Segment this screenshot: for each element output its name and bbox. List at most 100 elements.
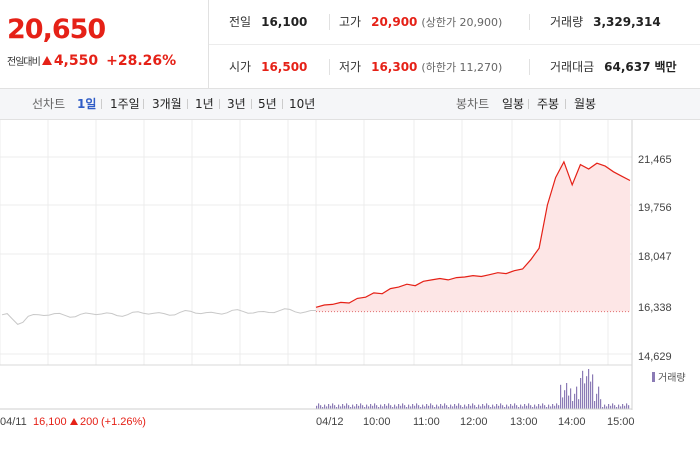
volume-bar [460, 405, 462, 409]
volume-bar [414, 405, 416, 409]
volume-bar [580, 378, 582, 409]
volume-bar [426, 404, 428, 409]
volume-bar [336, 407, 338, 409]
volume-bar [602, 407, 604, 409]
tab-divider [528, 99, 529, 109]
volume-bar [476, 407, 478, 409]
volume-bar [458, 403, 460, 409]
volume-bar [572, 401, 574, 409]
line-chart-label: 선차트 [32, 97, 66, 111]
volume-bar [418, 405, 420, 409]
quote-summary-panel: 20,650 전일대비 4,550 +28.26% 전일 16,100 고가 20,90… [0, 0, 700, 89]
volume-bar [540, 405, 542, 409]
volume-bar [342, 404, 344, 409]
prev-close-value: 16,100 [261, 15, 308, 29]
volume-bar [516, 405, 518, 409]
low-limit-note: (하한가 11,270) [421, 61, 503, 74]
volume-bar [454, 404, 456, 409]
prev-change-pct: (+1.26%) [101, 416, 146, 428]
tab-weekly-candle[interactable]: 주봉 [537, 97, 560, 111]
volume-bar [468, 404, 470, 409]
volume-bar [616, 407, 618, 409]
divider [329, 14, 330, 30]
y-tick-label: 21,465 [638, 154, 672, 166]
tab-divider [101, 99, 102, 109]
volume-bar [552, 404, 554, 409]
change-percent: +28.26% [106, 53, 177, 69]
stat-low: 저가 16,300 (하한가 11,270) [339, 45, 502, 89]
volume-bar [450, 404, 452, 409]
volume-bar [562, 397, 564, 409]
high-label: 고가 [339, 15, 362, 29]
x-tick-label: 10:00 [363, 416, 391, 428]
volume-bar [536, 406, 538, 409]
volume-legend: 거래량 [658, 372, 686, 384]
volume-bar [466, 406, 468, 409]
volume-bar [624, 405, 626, 409]
tab-3-years[interactable]: 3년 [227, 97, 246, 111]
volume-bar [520, 404, 522, 409]
volume-bar [354, 406, 356, 409]
volume-bar [514, 403, 516, 409]
up-triangle-icon [41, 56, 52, 65]
prev-close-label: 전일 [229, 15, 252, 29]
volume-bar [386, 405, 388, 409]
volume-bar [432, 405, 434, 409]
volume-bar [610, 405, 612, 409]
volume-bar [500, 403, 502, 409]
volume-bar [436, 404, 438, 409]
tab-1-day[interactable]: 1일 [77, 97, 97, 111]
volume-bar [474, 405, 476, 409]
volume-bar [528, 403, 530, 409]
volume-bar [410, 406, 412, 409]
volume-bar [494, 406, 496, 409]
x-tick-label: 11:00 [413, 416, 440, 428]
change-label: 전일대비 [7, 57, 41, 68]
open-label: 시가 [229, 60, 252, 74]
tab-1-year[interactable]: 1년 [195, 97, 214, 111]
tab-monthly-candle[interactable]: 월봉 [574, 97, 597, 111]
volume-bar [368, 406, 370, 409]
tab-5-years[interactable]: 5년 [258, 97, 277, 111]
tab-1-week[interactable]: 1주일 [110, 97, 140, 111]
volume-bar [424, 406, 426, 409]
volume-bar [416, 403, 418, 409]
tab-10-years[interactable]: 10년 [289, 97, 316, 111]
volume-bar [406, 407, 408, 409]
tab-3-months[interactable]: 3개월 [152, 97, 182, 111]
volume-bar [600, 399, 602, 409]
volume-bar [400, 405, 402, 409]
price-chart[interactable]: 21,465 19,756 18,047 16,338 14,629 거래량 0… [0, 120, 700, 450]
volume-bar [566, 383, 568, 409]
volume-bar [456, 405, 458, 409]
volume-bar [582, 370, 584, 409]
stats-row-2: 시가 16,500 저가 16,300 (하한가 11,270) 거래대금 64,637… [209, 44, 700, 89]
volume-bar [612, 403, 614, 409]
volume-bar [334, 405, 336, 409]
volume-bar [328, 404, 330, 409]
volume-bar [590, 381, 592, 409]
volume-bar [504, 407, 506, 409]
stat-amount: 거래대금 64,637 백만 [550, 45, 677, 89]
volume-bar [588, 369, 590, 409]
volume-bar [526, 405, 528, 409]
volume-bar [366, 404, 368, 409]
x-tick-label: 13:00 [510, 416, 538, 428]
volume-bar [344, 405, 346, 409]
volume-bar [442, 405, 444, 409]
prev-day-line [1, 308, 316, 325]
volume-bar [584, 383, 586, 409]
volume-bar [390, 405, 392, 409]
volume-bar [622, 404, 624, 409]
stats-table: 전일 16,100 고가 20,900 (상한가 20,900) 거래량 3,329,3… [209, 0, 700, 88]
y-axis: 21,465 19,756 18,047 16,338 14,629 [638, 154, 672, 363]
volume-bar [472, 403, 474, 409]
volume-bar [532, 407, 534, 409]
tab-divider [143, 99, 144, 109]
open-value: 16,500 [261, 60, 308, 74]
change-value: 4,550 [53, 53, 99, 69]
volume-bar [534, 404, 536, 409]
volume-bar [578, 399, 580, 409]
tab-daily-candle[interactable]: 일봉 [502, 97, 525, 111]
up-triangle-icon [70, 418, 78, 425]
